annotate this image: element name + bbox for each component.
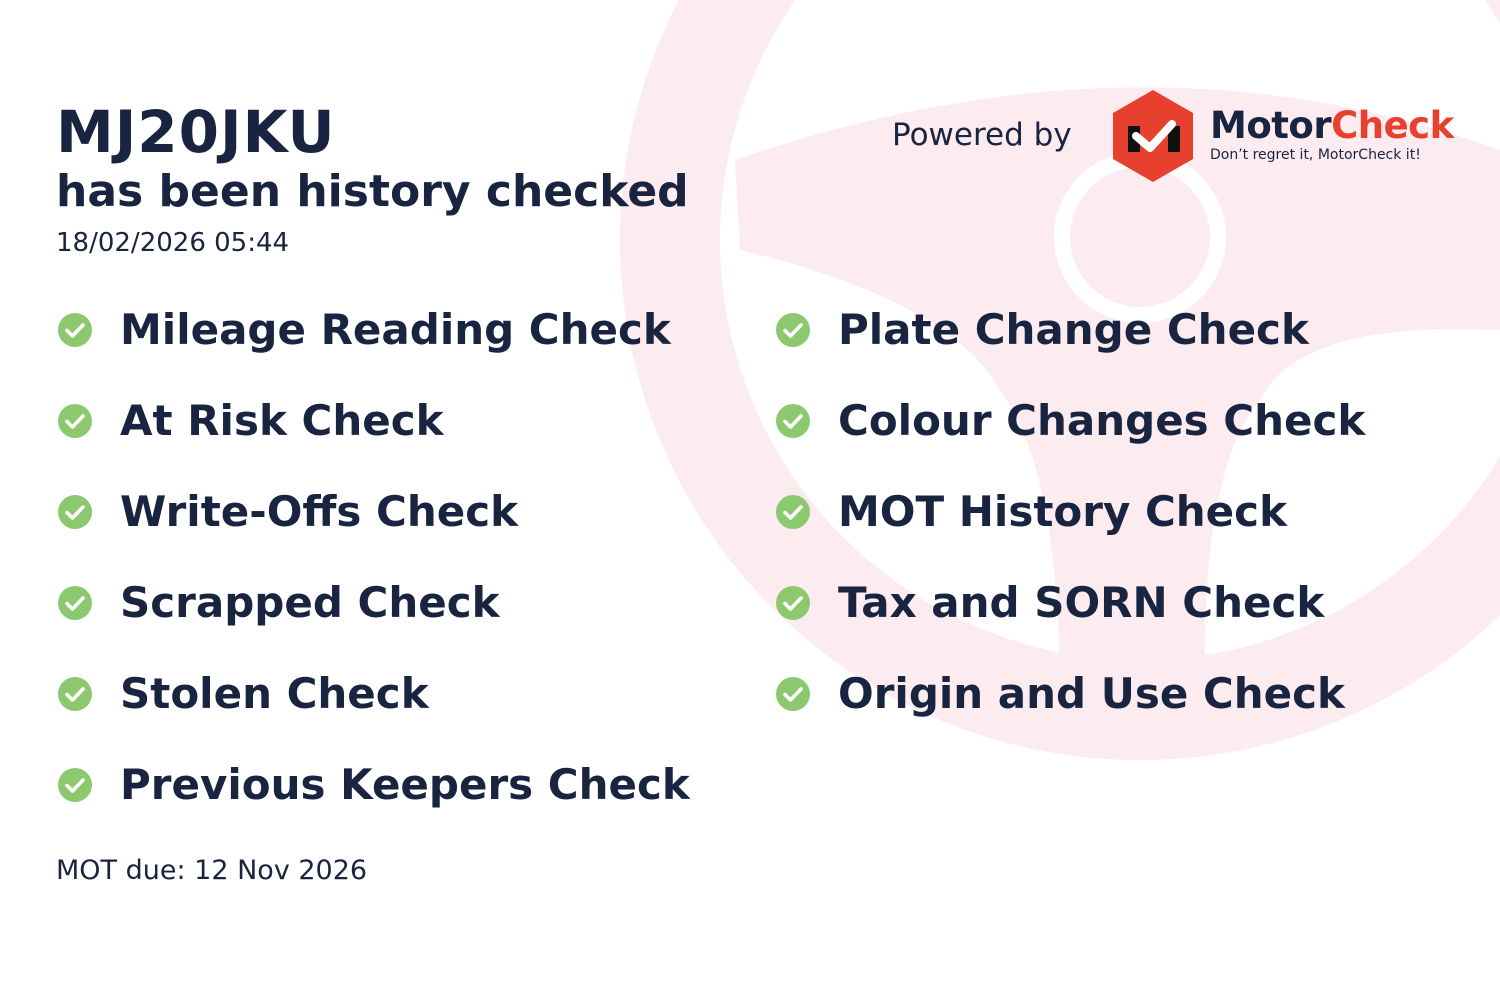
- check-circle-icon: [776, 676, 810, 711]
- check-item: MOT History Check: [775, 487, 1287, 536]
- check-label: Scrapped Check: [120, 578, 500, 627]
- check-label: Stolen Check: [120, 669, 429, 718]
- check-label: Plate Change Check: [838, 305, 1309, 354]
- check-circle-icon: [776, 494, 810, 529]
- check-item: Scrapped Check: [57, 578, 500, 627]
- page-subtitle: has been history checked: [56, 166, 689, 217]
- check-circle-icon: [58, 494, 92, 529]
- check-item: Mileage Reading Check: [57, 305, 671, 354]
- motorcheck-logo-icon: [1113, 90, 1193, 182]
- brand-tagline: Don’t regret it, MotorCheck it!: [1210, 147, 1421, 163]
- vehicle-plate: MJ20JKU: [56, 98, 336, 166]
- check-label: Origin and Use Check: [838, 669, 1345, 718]
- check-circle-icon: [776, 403, 810, 438]
- powered-by-label: Powered by: [892, 117, 1072, 153]
- check-item: Write-Offs Check: [57, 487, 518, 536]
- check-label: Tax and SORN Check: [838, 578, 1325, 627]
- check-circle-icon: [58, 403, 92, 438]
- mot-due: MOT due: 12 Nov 2026: [56, 855, 368, 886]
- check-circle-icon: [58, 676, 92, 711]
- check-item: Previous Keepers Check: [57, 760, 690, 809]
- check-item: Colour Changes Check: [775, 396, 1365, 445]
- check-label: Colour Changes Check: [838, 396, 1366, 445]
- check-item: Tax and SORN Check: [775, 578, 1324, 627]
- check-label: Previous Keepers Check: [120, 760, 690, 809]
- check-item: Plate Change Check: [775, 305, 1309, 354]
- check-item: Stolen Check: [57, 669, 429, 718]
- check-circle-icon: [776, 585, 810, 620]
- brand-motor: Motor: [1210, 104, 1332, 147]
- check-timestamp: 18/02/2026 05:44: [56, 228, 290, 258]
- check-circle-icon: [58, 767, 92, 802]
- check-label: MOT History Check: [838, 487, 1287, 536]
- check-circle-icon: [58, 312, 92, 347]
- brand-check: Check: [1331, 104, 1454, 147]
- check-label: Write-Offs Check: [120, 487, 519, 536]
- check-circle-icon: [58, 585, 92, 620]
- check-item: At Risk Check: [57, 396, 444, 445]
- check-label: At Risk Check: [120, 396, 444, 445]
- check-item: Origin and Use Check: [775, 669, 1345, 718]
- brand-name: MotorCheck: [1210, 104, 1454, 147]
- check-label: Mileage Reading Check: [120, 305, 671, 354]
- check-circle-icon: [776, 312, 810, 347]
